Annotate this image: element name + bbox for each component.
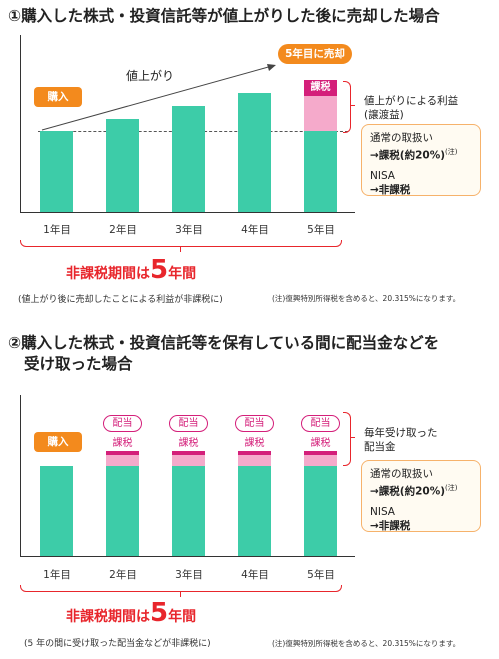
dividend-pill-2: 配当 (103, 415, 142, 432)
gain-segment (304, 96, 337, 131)
y-axis-2 (20, 395, 21, 557)
tax-segment-2-3 (172, 451, 205, 455)
footnote-1: (注)復興特別所得税を含めると、20.315%になります。 (272, 294, 461, 303)
nisa-label-2: NISA (370, 505, 395, 518)
rise-arrow (41, 64, 276, 131)
bar-year2 (106, 119, 139, 212)
y-axis-1 (20, 35, 21, 213)
caption-2: (5 年の間に受け取った配当金などが非課税に) (24, 639, 211, 649)
tax-info-box-2: 通常の取扱い →課税(約20%)(注) NISA →非課税 (361, 460, 481, 532)
gain-label-line1: 値上がりによる利益 (364, 95, 459, 107)
gain-label-line2: (譲渡益) (364, 109, 404, 121)
tax-label-5: 課税 (310, 438, 331, 449)
x-axis-1 (20, 212, 355, 213)
x2-tick-4: 4年目 (241, 569, 269, 581)
received-bracket-tip (350, 437, 355, 438)
x2-tick-5: 5年目 (307, 569, 335, 581)
x-axis-2 (20, 556, 355, 557)
tax-info-box-1: 通常の取扱い →課税(約20%)(注) NISA →非課税 (361, 124, 481, 196)
bar2-year3 (172, 466, 205, 556)
tax-segment-2-4 (238, 451, 271, 455)
tax-segment-1: 課税 (304, 80, 337, 96)
x-tick-2: 2年目 (109, 224, 137, 236)
received-bracket (343, 412, 351, 466)
period-bracket-1 (20, 240, 342, 247)
x2-tick-2: 2年目 (109, 569, 137, 581)
section2-title-line2: 受け取った場合 (24, 355, 133, 373)
tax-normal-label-2: 通常の取扱い (370, 468, 433, 480)
tax-label-3: 課税 (178, 438, 199, 449)
dividend-pill-4: 配当 (235, 415, 274, 432)
footnote-2: (注)復興特別所得税を含めると、20.315%になります。 (272, 639, 461, 648)
tax-normal-label: 通常の取扱い (370, 132, 433, 144)
section1-title: ①購入した株式・投資信託等が値上がりした後に売却した場合 (8, 7, 440, 25)
buy-label-1: 購入 (34, 87, 82, 107)
period-label-2: 非課税期間は5年間 (66, 598, 197, 628)
rise-label: 値上がり (126, 69, 175, 83)
bar-year4 (238, 93, 271, 212)
dividend-segment-5 (304, 455, 337, 466)
dividend-pill-3: 配当 (169, 415, 208, 432)
bar2-year2 (106, 466, 139, 556)
period-bracket-tip-2 (180, 591, 181, 597)
bar-year1 (40, 131, 73, 212)
x2-tick-1: 1年目 (43, 569, 71, 581)
received-label-line2: 配当金 (364, 441, 396, 453)
received-label-line1: 毎年受け取った (364, 427, 438, 439)
period-bracket-2 (20, 585, 342, 592)
nisa-rate: →非課税 (370, 183, 411, 196)
tax-segment-2-5 (304, 451, 337, 455)
bar2-year5 (304, 466, 337, 556)
nisa-rate-2: →非課税 (370, 519, 411, 532)
tax-segment-2-2 (106, 451, 139, 455)
nisa-label: NISA (370, 169, 395, 182)
x-tick-1: 1年目 (43, 224, 71, 236)
period-label-1: 非課税期間は5年間 (66, 255, 197, 285)
tax-label-4: 課税 (244, 438, 265, 449)
dividend-segment-4 (238, 455, 271, 466)
gain-bracket-tip (350, 105, 355, 106)
tax-normal-rate: →課税(約20%)(注) (370, 148, 458, 162)
tax-normal-rate-2: →課税(約20%)(注) (370, 484, 458, 498)
buy-label-2: 購入 (34, 432, 82, 452)
dividend-segment-2 (106, 455, 139, 466)
x2-tick-3: 3年目 (175, 569, 203, 581)
dividend-segment-3 (172, 455, 205, 466)
tax-label-2: 課税 (112, 438, 133, 449)
caption-1: (値上がり後に売却したことによる利益が非課税に) (18, 295, 223, 305)
bar-year3 (172, 106, 205, 212)
period-bracket-tip-1 (180, 246, 181, 252)
bar2-year1 (40, 466, 73, 556)
bar2-year4 (238, 466, 271, 556)
dividend-pill-5: 配当 (301, 415, 340, 432)
x-tick-3: 3年目 (175, 224, 203, 236)
gain-bracket (343, 81, 351, 133)
sell-label: 5年目に売却 (278, 44, 352, 64)
section2-title-line1: ②購入した株式・投資信託等を保有している間に配当金などを (8, 334, 440, 352)
x-tick-5: 5年目 (307, 224, 335, 236)
x-tick-4: 4年目 (241, 224, 269, 236)
bar-year5 (304, 131, 337, 212)
